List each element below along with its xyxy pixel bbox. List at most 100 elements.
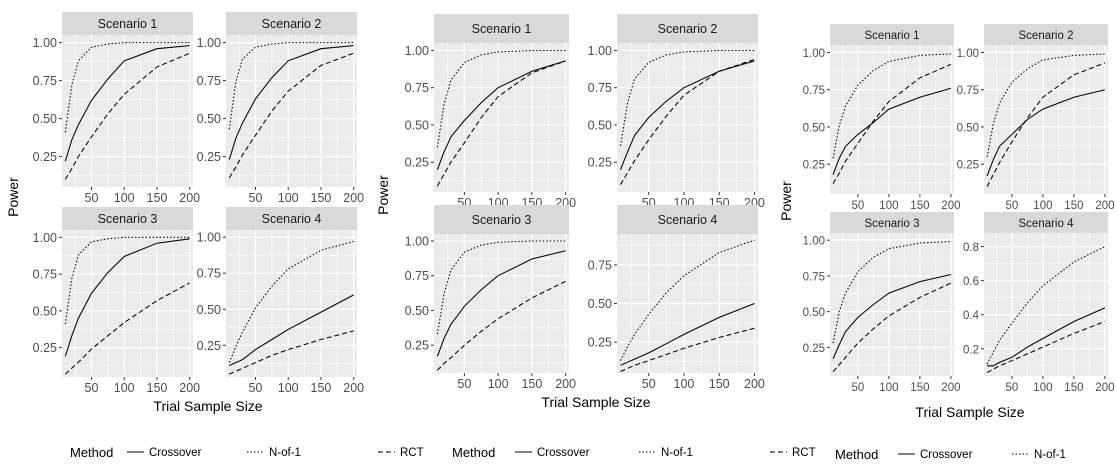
series-line-n-of-1 xyxy=(436,49,566,148)
panel-1-2: Scenario 2 50 100 150 200 0.25 0.50 0.75 1.00 xyxy=(197,12,364,205)
series-line-rct xyxy=(64,282,190,375)
x-tick-label: 50 xyxy=(85,381,99,395)
y-tick-label: 0.25 xyxy=(957,160,979,172)
strip-label: Scenario 1 xyxy=(472,22,532,36)
legend-entry-label: RCT xyxy=(792,447,816,459)
y-tick-label: 0.2 xyxy=(963,344,979,356)
legend-title: Method xyxy=(70,445,113,460)
y-tick-label: 1.00 xyxy=(803,236,825,248)
y-tick-label: 0.25 xyxy=(405,156,429,170)
series-line-n-of-1 xyxy=(620,239,755,361)
x-tick-label: 150 xyxy=(1064,200,1083,212)
panel-3-1: Scenario 1 50 100 150 200 0.25 0.50 0.75 1.00 xyxy=(803,24,960,212)
y-tick-label: 0.50 xyxy=(405,118,429,132)
x-tick-label: 200 xyxy=(179,191,200,205)
panel-background xyxy=(617,43,758,192)
x-tick-label: 150 xyxy=(910,382,929,394)
figure-2: Scenario 150 100 150 2000.250.500.751.00Sce… xyxy=(375,14,816,460)
panel-background xyxy=(830,45,954,194)
x-tick-label: 50 xyxy=(1006,200,1019,212)
strip-background xyxy=(617,14,758,43)
x-tick-label: 100 xyxy=(278,191,299,205)
series-line-n-of-1 xyxy=(986,246,1106,365)
x-tick-label: 50 xyxy=(852,200,865,212)
x-tick-label: 150 xyxy=(311,191,332,205)
series-line-crossover xyxy=(986,89,1106,177)
x-tick-label: 200 xyxy=(941,200,960,212)
y-tick-label: 0.75 xyxy=(33,74,57,88)
y-tick-label: 0.25 xyxy=(33,150,57,164)
y-tick-label: 1.00 xyxy=(33,36,57,50)
y-tick-label: 1.00 xyxy=(405,234,429,248)
y-tick-label: 0.50 xyxy=(33,304,57,318)
strip-label: Scenario 4 xyxy=(1019,218,1075,230)
x-tick-label: 150 xyxy=(1064,382,1083,394)
series-line-n-of-1 xyxy=(986,53,1105,157)
y-tick-label: 0.25 xyxy=(33,341,57,355)
strip-background xyxy=(226,207,357,230)
legend: Method Crossover N-of-1 RCT xyxy=(70,445,424,460)
strip-background xyxy=(830,212,954,233)
strip-background xyxy=(226,12,357,35)
x-tick-label: 50 xyxy=(85,191,99,205)
panel-background xyxy=(62,230,193,377)
x-tick-label: 200 xyxy=(179,381,200,395)
x-tick-label: 50 xyxy=(249,381,263,395)
x-tick-label: 200 xyxy=(555,377,576,391)
figure-1: Scenario 150 100 150 2000.250.500.751.00Sce… xyxy=(5,12,424,460)
panel-background xyxy=(434,234,569,373)
strip-background xyxy=(984,212,1108,233)
x-tick-label: 100 xyxy=(1033,200,1052,212)
series-line-rct xyxy=(620,58,755,185)
legend-entry-label: Crossover xyxy=(149,447,202,459)
strip-label: Scenario 3 xyxy=(472,213,532,227)
legend: Method Crossover N-of-1 RCT xyxy=(452,445,816,460)
y-tick-label: 0.75 xyxy=(803,85,825,97)
x-axis-title: Trial Sample Size xyxy=(153,398,262,414)
strip-label: Scenario 2 xyxy=(262,17,322,31)
series-line-crossover xyxy=(64,45,190,162)
x-tick-label: 50 xyxy=(249,191,263,205)
figure-3: Scenario 150 100 150 2000.250.500.751.00Sce… xyxy=(778,24,1114,462)
y-tick-label: 0.8 xyxy=(963,242,979,254)
legend-entry-label: RCT xyxy=(400,447,424,459)
x-axis-title: Trial Sample Size xyxy=(541,394,650,410)
y-tick-label: 0.25 xyxy=(803,160,825,172)
y-tick-label: 0.50 xyxy=(33,112,57,126)
series-line-n-of-1 xyxy=(64,236,190,325)
x-tick-label: 200 xyxy=(343,381,364,395)
x-tick-label: 100 xyxy=(114,191,135,205)
y-tick-label: 0.75 xyxy=(957,85,979,97)
y-tick-label: 0.75 xyxy=(803,271,825,283)
y-tick-label: 0.75 xyxy=(33,268,57,282)
series-line-rct xyxy=(437,280,566,371)
panel-1-1: Scenario 1 50 100 150 200 0.25 0.50 0.75 1.00 xyxy=(33,12,200,205)
strip-label: Scenario 1 xyxy=(865,30,920,42)
series-line-rct xyxy=(436,60,566,187)
x-tick-label: 100 xyxy=(114,381,135,395)
y-tick-label: 1.00 xyxy=(405,44,429,58)
x-tick-label: 100 xyxy=(278,381,299,395)
y-tick-label: 0.75 xyxy=(588,258,612,272)
x-tick-label: 100 xyxy=(1033,382,1052,394)
y-tick-label: 0.75 xyxy=(588,81,612,95)
series-line-crossover xyxy=(987,307,1106,367)
panel-3-4: Scenario 4 50 100 150 200 0.2 0.4 0.6 0.8 xyxy=(963,212,1114,394)
x-tick-label: 200 xyxy=(744,377,765,391)
x-tick-label: 50 xyxy=(642,377,656,391)
strip-label: Scenario 4 xyxy=(262,212,322,226)
strip-background xyxy=(62,12,193,35)
strip-label: Scenario 3 xyxy=(98,212,158,226)
y-tick-label: 0.25 xyxy=(197,150,221,164)
series-line-crossover xyxy=(229,294,354,366)
series-line-n-of-1 xyxy=(436,240,566,335)
y-tick-label: 0.75 xyxy=(197,74,221,88)
series-line-rct xyxy=(620,327,755,372)
y-tick-label: 0.25 xyxy=(588,156,612,170)
series-line-crossover xyxy=(832,273,952,360)
panel-background xyxy=(984,233,1108,376)
y-tick-label: 0.25 xyxy=(405,339,429,353)
strip-background xyxy=(984,24,1108,45)
